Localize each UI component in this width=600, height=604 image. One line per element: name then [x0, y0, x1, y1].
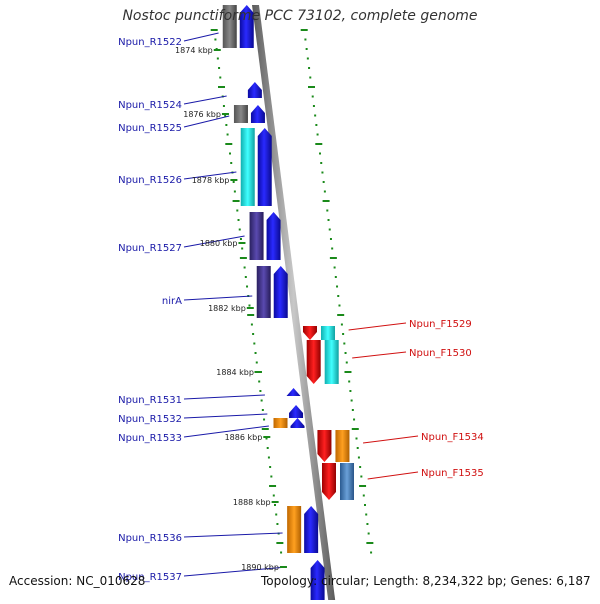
- leader-Npun_F1529: [348, 322, 407, 331]
- gene-arrow-Npun_R1527: [266, 212, 281, 260]
- leader-nirA: [183, 295, 253, 301]
- gene-glyph-nirA: [256, 266, 271, 318]
- leader-Npun_F1534: [363, 435, 419, 444]
- leader-Npun_R1522: [183, 32, 219, 42]
- leader-Npun_F1530: [352, 351, 407, 359]
- gene-arrow-Npun_F1529: [302, 326, 317, 340]
- gene-arrow-Npun_R1536: [304, 506, 319, 553]
- gene-label-Npun_R1525: Npun_R1525: [118, 123, 182, 134]
- gene-label-Npun_F1534: Npun_F1534: [421, 432, 484, 443]
- gene-label-Npun_R1531: Npun_R1531: [118, 395, 182, 406]
- gene-arrow-nirA: [273, 266, 288, 318]
- gene-label-Npun_R1536: Npun_R1536: [118, 533, 182, 544]
- gene-arrow-Npun_F1530: [306, 340, 321, 384]
- kbp-labels: 1874 kbp 1876 kbp 1878 kbp 1880 kbp 1882 kbp…: [175, 46, 287, 572]
- gene-arrow-Npun_F1535: [321, 463, 336, 500]
- kbp-label: 1884 kbp: [216, 368, 254, 377]
- gene-label-nirA: nirA: [162, 296, 182, 307]
- gene-arrow-Npun_R1537: [310, 560, 325, 600]
- gene-label-Npun_R1537: Npun_R1537: [118, 572, 182, 583]
- gene-label-Npun_R1533: Npun_R1533: [118, 433, 182, 444]
- kbp-label: 1880 kbp: [200, 239, 238, 248]
- gene-label-Npun_F1530: Npun_F1530: [409, 348, 472, 359]
- gene-arrow-Npun_R1525: [250, 105, 265, 123]
- genome-backbone: [252, 5, 336, 600]
- accession-text: Accession: NC_010628: [9, 574, 146, 588]
- gene-label-Npun_F1529: Npun_F1529: [409, 319, 472, 330]
- leader-Npun_R1531: [183, 394, 265, 400]
- gene-label-Npun_R1522: Npun_R1522: [118, 37, 182, 48]
- leader-Npun_R1525: [183, 115, 230, 128]
- leader-Npun_R1537: [183, 566, 287, 577]
- gene-arrow-Npun_R1533: [290, 418, 305, 428]
- gene-arrow-Npun_R1531: [286, 388, 301, 396]
- leader-Npun_R1527: [183, 235, 245, 248]
- kbp-label: 1882 kbp: [208, 304, 246, 313]
- gene-glyph-Npun_F1534: [335, 430, 350, 462]
- gene-glyph-Npun_F1530: [324, 340, 339, 384]
- gene-label-Npun_R1526: Npun_R1526: [118, 175, 182, 186]
- leader-Npun_R1536: [183, 532, 283, 538]
- gene-features: [222, 5, 354, 600]
- kbp-label: 1890 kbp: [241, 563, 279, 572]
- label-leader-lines: [183, 32, 419, 577]
- gene-glyph-Npun_R1536: [287, 506, 302, 553]
- gene-arrow-Npun_R1532: [289, 405, 304, 418]
- kbp-label: 1888 kbp: [233, 498, 271, 507]
- leader-Npun_F1535: [367, 471, 419, 480]
- gene-glyph-Npun_R1527: [249, 212, 264, 260]
- leader-Npun_R1533: [183, 425, 269, 438]
- gene-label-Npun_R1524: Npun_R1524: [118, 100, 182, 111]
- gene-glyph-Npun_R1522: [222, 5, 237, 48]
- leader-Npun_R1532: [183, 413, 268, 419]
- kbp-label: 1876 kbp: [183, 110, 221, 119]
- gene-label-Npun_R1527: Npun_R1527: [118, 243, 182, 254]
- genome-summary-text: Topology: circular; Length: 8,234,322 bp…: [261, 574, 591, 588]
- backbone-strand: [252, 5, 336, 600]
- map-title: Nostoc punctiforme PCC 73102, complete g…: [122, 8, 478, 24]
- coordinate-ticks: [210, 29, 374, 554]
- gene-glyph-Npun_F1535: [339, 463, 354, 500]
- gene-arrow-Npun_F1534: [317, 430, 332, 462]
- leader-Npun_R1526: [183, 171, 237, 180]
- gene-arrow-Npun_R1522: [239, 5, 254, 48]
- gene-glyph-Npun_R1525: [233, 105, 248, 123]
- gene-label-Npun_F1535: Npun_F1535: [421, 468, 484, 479]
- kbp-label: 1878 kbp: [192, 176, 230, 185]
- kbp-label: 1886 kbp: [225, 433, 263, 442]
- gene-glyph-Npun_R1526: [240, 128, 255, 206]
- gene-arrow-Npun_R1524: [247, 82, 262, 98]
- gene-label-Npun_R1532: Npun_R1532: [118, 414, 182, 425]
- leader-Npun_R1524: [183, 95, 227, 105]
- gene-glyph-Npun_R1533: [273, 418, 288, 428]
- gene-glyph-Npun_F1529: [320, 326, 335, 340]
- gene-labels: Npun_R1522 Npun_R1524 Npun_R1525 Npun_R1526…: [118, 37, 484, 583]
- gene-arrow-Npun_R1526: [257, 128, 272, 206]
- kbp-label: 1874 kbp: [175, 46, 213, 55]
